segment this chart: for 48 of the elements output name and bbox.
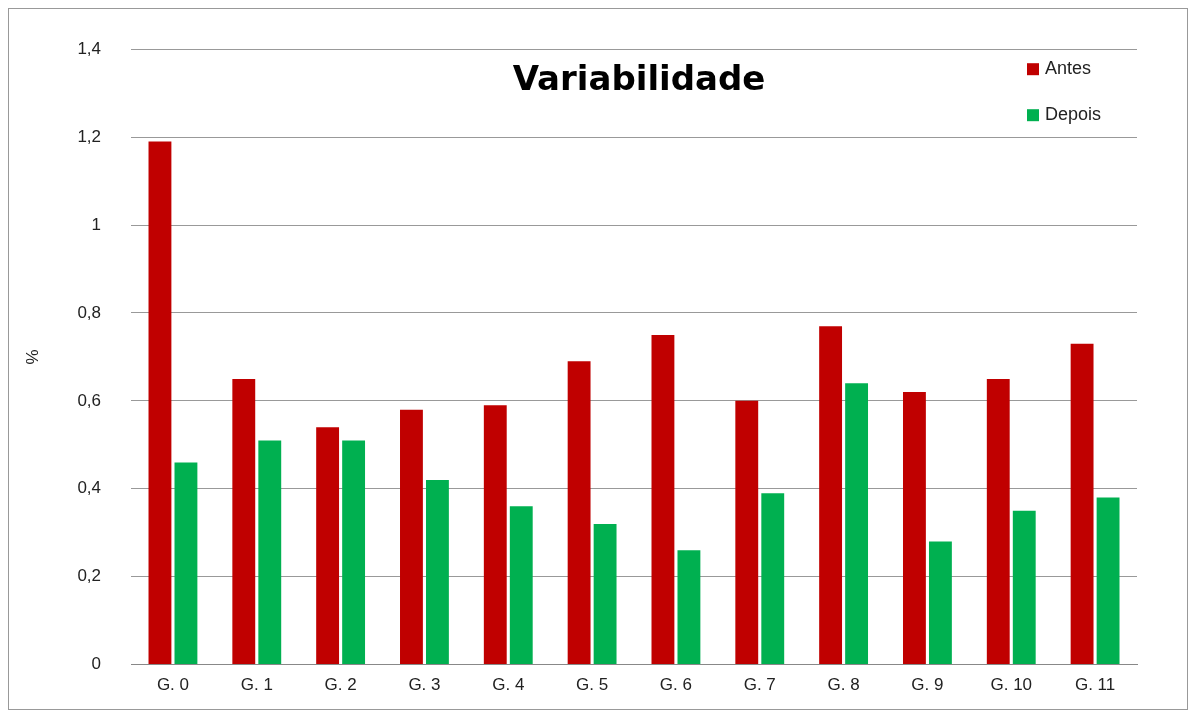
bar	[1070, 343, 1094, 665]
bar	[651, 334, 675, 665]
x-tick-label: G. 5	[576, 675, 609, 695]
bar	[928, 541, 952, 665]
bar	[735, 400, 759, 665]
y-tick-label: 1,2	[77, 126, 102, 146]
legend-label: Depois	[1045, 104, 1102, 125]
legend-label: Antes	[1045, 58, 1092, 79]
bar	[426, 479, 449, 665]
y-tick-label: 1	[91, 214, 102, 234]
bar	[400, 409, 423, 665]
x-tick-label: G. 7	[743, 675, 776, 695]
bar	[986, 378, 1010, 665]
chart-title: Variabilidade	[512, 58, 766, 99]
bar	[148, 141, 172, 665]
bar	[845, 383, 869, 665]
bar	[593, 523, 617, 665]
bar	[509, 506, 533, 665]
x-tick-label: G. 3	[408, 675, 441, 695]
x-tick-label: G. 10	[990, 675, 1033, 695]
bar	[232, 378, 256, 665]
bar	[316, 427, 340, 665]
bar	[819, 326, 843, 665]
x-tick-label: G. 11	[1074, 675, 1116, 695]
y-axis-title: %	[22, 349, 42, 365]
y-tick-label: 0,6	[77, 390, 102, 410]
bar	[174, 462, 198, 665]
x-tick-label: G. 1	[240, 675, 273, 695]
y-tick-label: 0,8	[77, 302, 102, 322]
bar	[1096, 497, 1120, 665]
y-tick-label: 1,4	[77, 38, 102, 58]
bar	[761, 493, 785, 665]
x-tick-label: G. 8	[827, 675, 860, 695]
bar	[483, 405, 507, 665]
bar	[677, 550, 701, 665]
bar	[903, 392, 926, 665]
x-tick-label: G. 2	[324, 675, 357, 695]
y-tick-label: 0,2	[77, 566, 102, 586]
bar	[258, 440, 282, 665]
bar	[1012, 510, 1036, 665]
x-tick-label: G. 6	[659, 675, 692, 695]
y-tick-label: 0	[91, 654, 102, 674]
y-tick-label: 0,4	[77, 478, 102, 498]
x-tick-label: G. 4	[492, 675, 525, 695]
bar	[342, 440, 366, 665]
bar	[567, 361, 591, 665]
x-tick-label: G. 9	[911, 675, 944, 695]
x-tick-label: G. 0	[156, 675, 190, 695]
